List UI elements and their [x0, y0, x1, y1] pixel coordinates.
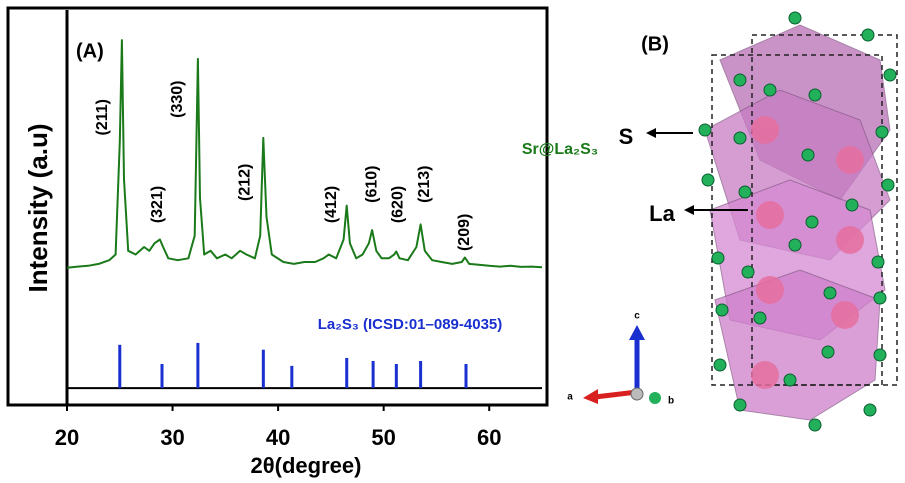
peak-label: (211) [94, 99, 111, 135]
peak-label: (321) [149, 186, 166, 223]
xrd-plot: 20 30 40 50 60 (211) (321) (330) (212) (412) (610)… [55, 10, 542, 450]
atom-label: La [649, 201, 675, 226]
peak-label: (212) [237, 164, 254, 201]
peak-label: (620) [390, 186, 407, 223]
series-label: Sr@La₂S₃ [522, 141, 598, 158]
figure: 20 30 40 50 60 (211) (321) (330) (212) (412) (610)… [0, 0, 905, 483]
atom-label: S [619, 124, 634, 149]
peak-label: (610) [363, 165, 380, 202]
x-tick-label: 40 [266, 425, 290, 450]
reference-label: La₂S₃ (ICSD:01–089-4035) [318, 316, 503, 333]
axis-letter: a [567, 392, 573, 403]
x-tick-label: 60 [477, 425, 501, 450]
peak-label: (209) [456, 214, 473, 251]
peak-label: (412) [323, 186, 340, 223]
x-tick-label: 30 [160, 425, 184, 450]
x-axis-label: 2θ(degree) [251, 453, 362, 478]
x-tick-label: 50 [371, 425, 395, 450]
axis-letter: b [668, 396, 674, 407]
axis-letter: c [634, 311, 640, 322]
peak-label: (213) [416, 165, 433, 202]
crystal-structure [583, 12, 897, 431]
x-tick-label: 20 [55, 425, 79, 450]
panel-frame [8, 8, 547, 405]
panel-label: (B) [641, 33, 669, 55]
panel-label: (A) [76, 40, 104, 62]
peak-label: (330) [169, 80, 186, 117]
y-axis-label: Intensity (a.u) [23, 123, 53, 292]
